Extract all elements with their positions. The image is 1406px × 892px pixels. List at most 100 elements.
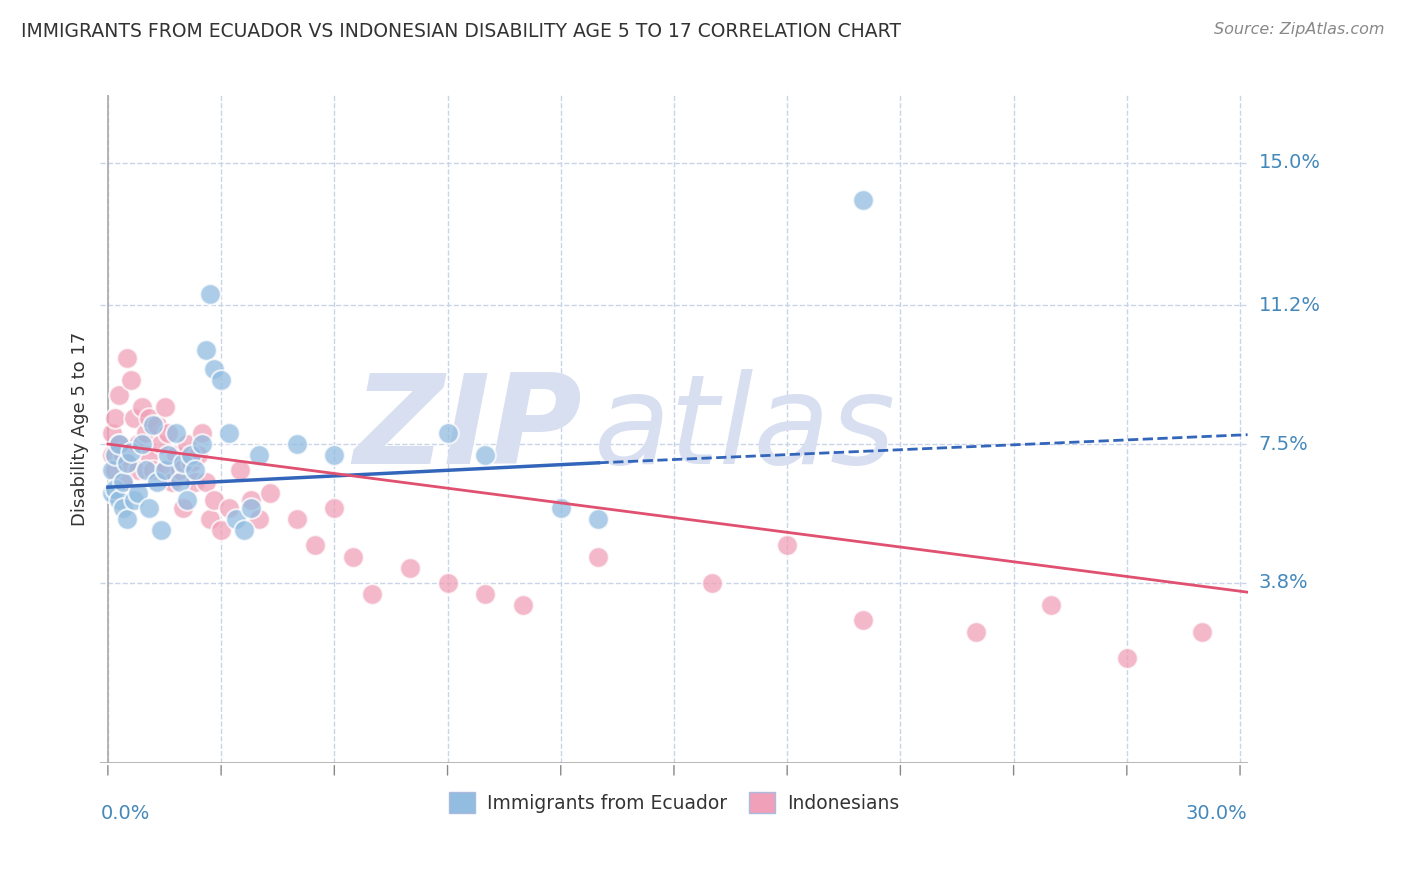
Point — [180, 448, 202, 462]
Point — [512, 599, 534, 613]
Point — [124, 410, 146, 425]
Point — [146, 418, 169, 433]
Point — [138, 448, 160, 462]
Point — [225, 512, 247, 526]
Text: 0.0%: 0.0% — [100, 805, 149, 823]
Point — [247, 448, 270, 462]
Point — [127, 463, 149, 477]
Text: Source: ZipAtlas.com: Source: ZipAtlas.com — [1215, 22, 1385, 37]
Point — [588, 512, 610, 526]
Point — [165, 425, 187, 440]
Point — [209, 524, 232, 538]
Point — [202, 493, 225, 508]
Point — [100, 425, 122, 440]
Point — [127, 485, 149, 500]
Point — [176, 437, 198, 451]
Point — [111, 448, 134, 462]
Point — [153, 400, 176, 414]
Point — [550, 500, 572, 515]
Point — [191, 437, 214, 451]
Point — [700, 575, 723, 590]
Text: 15.0%: 15.0% — [1258, 153, 1320, 172]
Text: IMMIGRANTS FROM ECUADOR VS INDONESIAN DISABILITY AGE 5 TO 17 CORRELATION CHART: IMMIGRANTS FROM ECUADOR VS INDONESIAN DI… — [21, 22, 901, 41]
Point — [588, 549, 610, 564]
Point — [187, 448, 209, 462]
Point — [1040, 599, 1063, 613]
Point — [218, 500, 240, 515]
Point — [153, 463, 176, 477]
Point — [240, 500, 263, 515]
Point — [285, 437, 308, 451]
Point — [138, 500, 160, 515]
Point — [142, 418, 165, 433]
Point — [120, 373, 142, 387]
Point — [131, 400, 153, 414]
Point — [135, 463, 157, 477]
Point — [180, 456, 202, 470]
Point — [108, 437, 131, 451]
Point — [965, 624, 987, 639]
Text: 7.5%: 7.5% — [1258, 434, 1309, 453]
Point — [436, 425, 458, 440]
Point — [202, 362, 225, 376]
Point — [131, 437, 153, 451]
Point — [115, 456, 138, 470]
Point — [100, 485, 122, 500]
Point — [160, 475, 183, 489]
Point — [104, 448, 127, 462]
Text: ZIP: ZIP — [353, 368, 582, 490]
Point — [240, 493, 263, 508]
Point — [100, 448, 122, 462]
Point — [323, 500, 346, 515]
Point — [218, 425, 240, 440]
Point — [198, 512, 221, 526]
Point — [146, 475, 169, 489]
Point — [1115, 650, 1137, 665]
Point — [398, 561, 420, 575]
Point — [115, 351, 138, 365]
Point — [361, 587, 384, 601]
Point — [165, 448, 187, 462]
Point — [342, 549, 364, 564]
Point — [100, 463, 122, 477]
Point — [304, 538, 326, 552]
Legend: Immigrants from Ecuador, Indonesians: Immigrants from Ecuador, Indonesians — [441, 785, 907, 820]
Text: 30.0%: 30.0% — [1185, 805, 1247, 823]
Point — [169, 475, 191, 489]
Point — [108, 493, 131, 508]
Point — [229, 463, 252, 477]
Point — [111, 500, 134, 515]
Point — [323, 448, 346, 462]
Point — [135, 425, 157, 440]
Point — [111, 475, 134, 489]
Point — [195, 475, 218, 489]
Point — [776, 538, 799, 552]
Point — [115, 456, 138, 470]
Point — [195, 343, 218, 358]
Point — [285, 512, 308, 526]
Point — [104, 410, 127, 425]
Point — [142, 463, 165, 477]
Point — [259, 485, 281, 500]
Point — [157, 448, 180, 462]
Point — [183, 475, 205, 489]
Point — [149, 524, 172, 538]
Point — [247, 512, 270, 526]
Point — [108, 388, 131, 402]
Point — [115, 512, 138, 526]
Point — [127, 437, 149, 451]
Point — [474, 587, 496, 601]
Point — [198, 287, 221, 301]
Point — [124, 493, 146, 508]
Point — [138, 410, 160, 425]
Point — [1191, 624, 1213, 639]
Point — [104, 463, 127, 477]
Point — [169, 463, 191, 477]
Point — [232, 524, 254, 538]
Point — [149, 437, 172, 451]
Point — [120, 444, 142, 458]
Point — [108, 437, 131, 451]
Text: 3.8%: 3.8% — [1258, 574, 1309, 592]
Point — [852, 613, 875, 627]
Point — [474, 448, 496, 462]
